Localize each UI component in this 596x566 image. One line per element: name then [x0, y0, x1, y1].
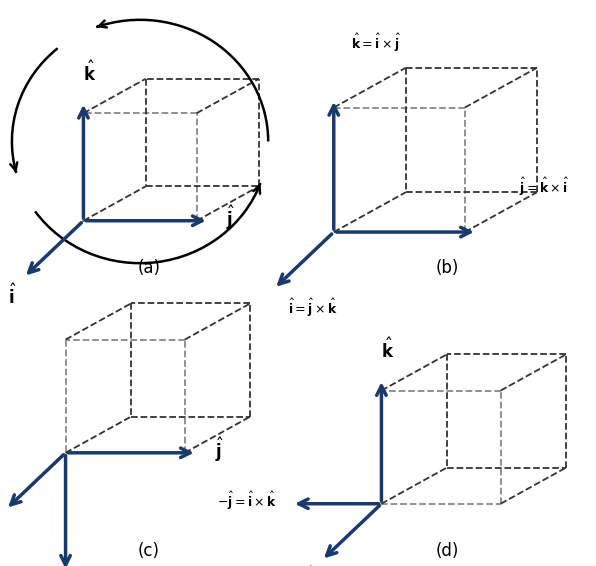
Text: $\hat{\mathbf{j}}$: $\hat{\mathbf{j}}$ [215, 436, 224, 464]
Text: (b): (b) [435, 259, 459, 277]
Text: (c): (c) [138, 542, 160, 560]
Text: $-\hat{\mathbf{j}} = \hat{\mathbf{i}} \times \hat{\mathbf{k}}$: $-\hat{\mathbf{j}} = \hat{\mathbf{i}} \t… [217, 490, 277, 512]
Text: $\hat{\mathbf{k}}$: $\hat{\mathbf{k}}$ [83, 61, 96, 85]
Text: $\hat{\mathbf{k}} = \hat{\mathbf{i}} \times \hat{\mathbf{j}}$: $\hat{\mathbf{k}} = \hat{\mathbf{i}} \ti… [350, 32, 401, 54]
Text: $\hat{\mathbf{k}}$: $\hat{\mathbf{k}}$ [381, 338, 394, 362]
Text: $\hat{\mathbf{j}} = \hat{\mathbf{k}} \times \hat{\mathbf{i}}$: $\hat{\mathbf{j}} = \hat{\mathbf{k}} \ti… [519, 175, 569, 198]
Text: $\hat{\mathbf{i}} = \hat{\mathbf{j}} \times \hat{\mathbf{k}}$: $\hat{\mathbf{i}} = \hat{\mathbf{j}} \ti… [288, 297, 338, 319]
Text: $\hat{\mathbf{i}}$: $\hat{\mathbf{i}}$ [8, 283, 16, 307]
Text: $\hat{\mathbf{j}}$: $\hat{\mathbf{j}}$ [226, 204, 235, 232]
Text: (d): (d) [435, 542, 459, 560]
Text: (a): (a) [138, 259, 160, 277]
